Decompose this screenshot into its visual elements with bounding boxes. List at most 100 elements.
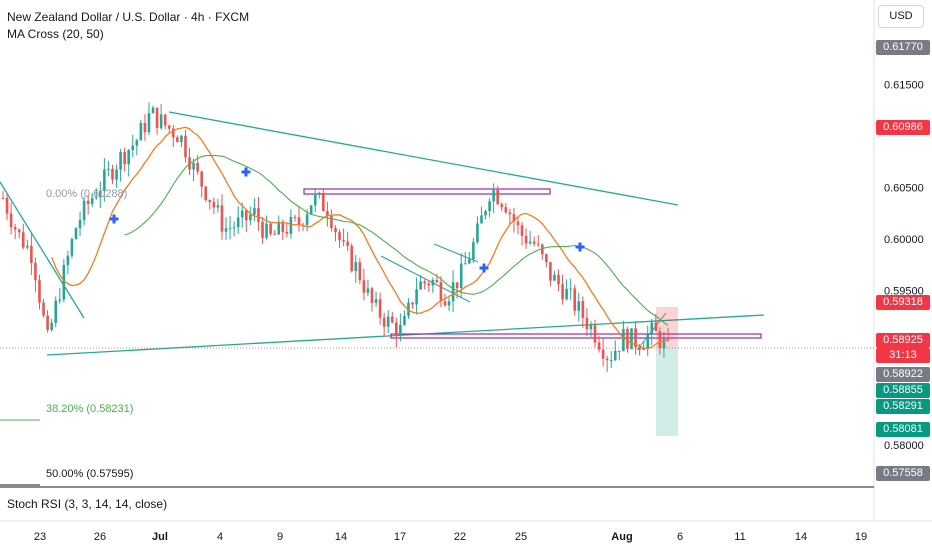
fib-level-382-label: 38.20% (0.58231) — [46, 403, 133, 415]
x-tick-label: 4 — [217, 531, 223, 543]
y-tick-label: 0.61500 — [884, 80, 924, 92]
x-tick-label: Aug — [611, 531, 632, 543]
candle — [5, 192, 9, 220]
candle — [346, 231, 349, 251]
candle — [326, 202, 329, 227]
candle — [374, 291, 378, 308]
ma-50-line — [124, 154, 669, 326]
candle — [86, 195, 90, 215]
candle — [484, 209, 487, 220]
candle — [330, 209, 333, 232]
candle — [443, 293, 447, 307]
candle — [301, 222, 305, 232]
candle — [269, 221, 272, 237]
candle — [618, 350, 621, 361]
wedge-upper-line[interactable] — [433, 243, 479, 263]
candle — [585, 308, 589, 337]
ma-cross-marker — [479, 263, 489, 273]
wedge-lower-line[interactable] — [380, 255, 471, 303]
candle — [147, 102, 151, 136]
candle — [143, 114, 147, 141]
candle — [228, 215, 232, 240]
candle — [370, 286, 374, 312]
candle — [94, 188, 98, 200]
x-tick-label: 11 — [734, 531, 745, 543]
candle — [107, 160, 110, 177]
candle — [244, 209, 248, 233]
candle — [334, 225, 337, 242]
candle — [103, 158, 106, 202]
candle — [601, 337, 605, 367]
candle — [176, 135, 179, 143]
candle — [224, 217, 228, 241]
candle — [354, 254, 358, 283]
bar-countdown: 31:13 — [876, 348, 930, 363]
candle — [565, 279, 568, 301]
price-tag: 0.60986 — [876, 120, 930, 135]
candle — [204, 185, 208, 203]
candle — [285, 222, 289, 238]
candle — [265, 215, 268, 240]
candle — [613, 340, 617, 362]
stop-loss-zone[interactable] — [656, 307, 678, 348]
candle — [180, 134, 183, 148]
x-tick-label: 22 — [454, 531, 466, 543]
price-tag: 0.58081 — [876, 422, 930, 437]
price-tag: 0.57558 — [876, 466, 930, 481]
left-trendline[interactable] — [0, 181, 85, 319]
candle — [358, 257, 362, 285]
stoch-rsi-label[interactable]: Stoch RSI (3, 3, 14, 14, close) — [7, 497, 168, 511]
candle — [131, 134, 135, 158]
support-zone[interactable] — [390, 333, 762, 339]
x-tick-label: 17 — [394, 531, 406, 543]
ma-cross-marker — [241, 167, 251, 177]
candle — [666, 327, 670, 342]
candle — [159, 104, 163, 130]
currency-button[interactable]: USD — [878, 5, 924, 28]
candle — [540, 243, 544, 260]
candle — [317, 191, 321, 199]
candle — [609, 351, 613, 369]
candle — [447, 297, 451, 311]
y-tick-label: 0.58000 — [884, 440, 924, 452]
candle — [74, 227, 78, 240]
candle — [419, 274, 422, 291]
candle — [504, 203, 508, 214]
x-tick-label: 23 — [34, 531, 46, 543]
candle — [577, 292, 581, 322]
price-tag: 0.58291 — [876, 399, 930, 414]
candle — [30, 234, 33, 276]
descending-trendline[interactable] — [168, 111, 679, 206]
candle — [78, 211, 82, 237]
candle — [13, 223, 17, 240]
resistance-zone[interactable] — [303, 188, 551, 195]
indicator-label[interactable]: MA Cross (20, 50) — [7, 27, 104, 41]
candle — [520, 222, 524, 246]
candle — [26, 239, 29, 250]
candle — [216, 198, 220, 213]
take-profit-zone[interactable] — [656, 348, 678, 436]
fib-level-0-label: 0.00% (0.60288) — [46, 188, 127, 200]
candle — [322, 188, 325, 212]
x-tick-label: 14 — [795, 531, 807, 543]
x-tick-label: 6 — [677, 531, 683, 543]
candle — [163, 113, 167, 129]
x-tick-label: 19 — [855, 531, 867, 543]
symbol-title[interactable]: New Zealand Dollar / U.S. Dollar · 4h · … — [7, 10, 250, 24]
price-tag: 0.58922 — [876, 367, 930, 382]
ascending-trendline[interactable] — [46, 314, 765, 356]
candle — [569, 278, 572, 301]
x-tick-label: 9 — [277, 531, 283, 543]
candle — [155, 107, 159, 135]
candle — [184, 129, 187, 163]
x-tick-label: 26 — [94, 531, 106, 543]
candle — [630, 328, 633, 350]
candle — [261, 217, 264, 244]
candle — [50, 318, 53, 332]
y-tick-label: 0.60500 — [884, 183, 924, 195]
candle — [378, 292, 382, 325]
candle — [451, 270, 455, 313]
candle — [297, 206, 301, 232]
candle — [273, 229, 276, 235]
